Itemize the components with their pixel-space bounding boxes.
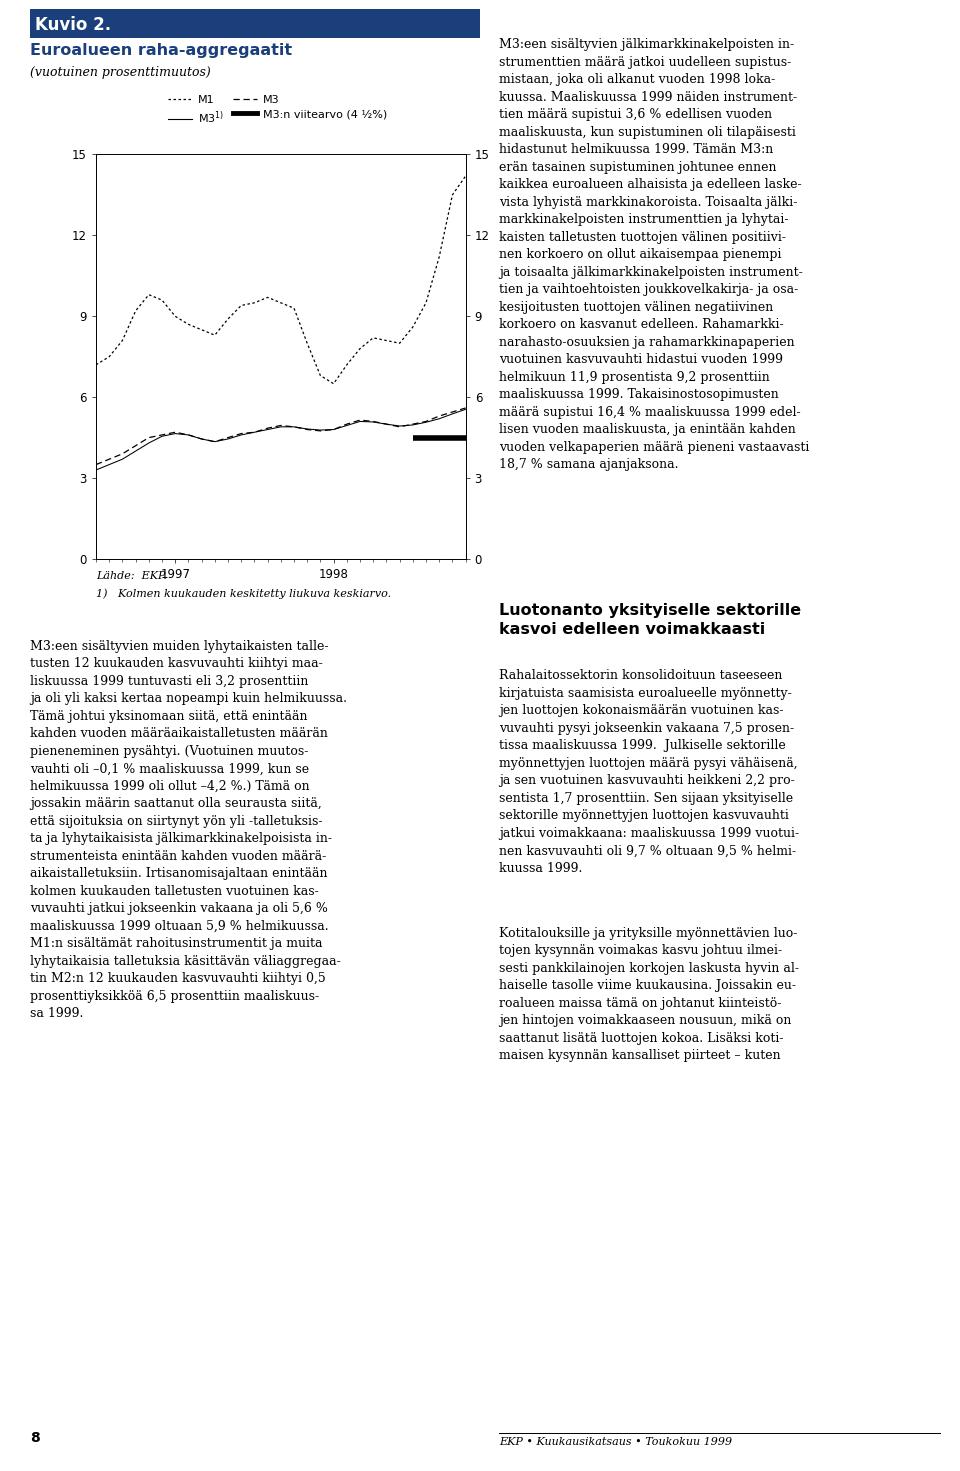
Text: Rahalaitossektorin konsolidoituun taseeseen
kirjatuista saamisista euroalueelle : Rahalaitossektorin konsolidoituun tasees… (499, 669, 800, 875)
Text: 8: 8 (30, 1430, 39, 1445)
Text: (vuotuinen prosenttimuutos): (vuotuinen prosenttimuutos) (30, 66, 210, 79)
Legend: M1, M3$^{1)}$, M3, M3:n viitearvo (4 ½%): M1, M3$^{1)}$, M3, M3:n viitearvo (4 ½%) (163, 90, 392, 131)
Text: Euroalueen raha-aggregaatit: Euroalueen raha-aggregaatit (30, 43, 292, 57)
Text: M3:een sisältyvien jälkimarkkinakelpoisten in-
strumenttien määrä jatkoi uudelle: M3:een sisältyvien jälkimarkkinakelpoist… (499, 38, 809, 471)
Text: Kuvio 2.: Kuvio 2. (36, 16, 111, 34)
Text: M3:een sisältyvien muiden lyhytaikaisten talle-
tusten 12 kuukauden kasvuvauhti : M3:een sisältyvien muiden lyhytaikaisten… (30, 640, 347, 1021)
Text: EKP • Kuukausikatsaus • Toukokuu 1999: EKP • Kuukausikatsaus • Toukokuu 1999 (499, 1437, 732, 1447)
Text: Lähde:  EKP.: Lähde: EKP. (96, 571, 167, 581)
Text: 1)   Kolmen kuukauden keskitetty liukuva keskiarvo.: 1) Kolmen kuukauden keskitetty liukuva k… (96, 588, 391, 599)
Text: Kotitalouksille ja yrityksille myönnettävien luo-
tojen kysynnän voimakas kasvu : Kotitalouksille ja yrityksille myönnettä… (499, 927, 799, 1062)
Text: Luotonanto yksityiselle sektorille
kasvoi edelleen voimakkaasti: Luotonanto yksityiselle sektorille kasvo… (499, 603, 802, 637)
